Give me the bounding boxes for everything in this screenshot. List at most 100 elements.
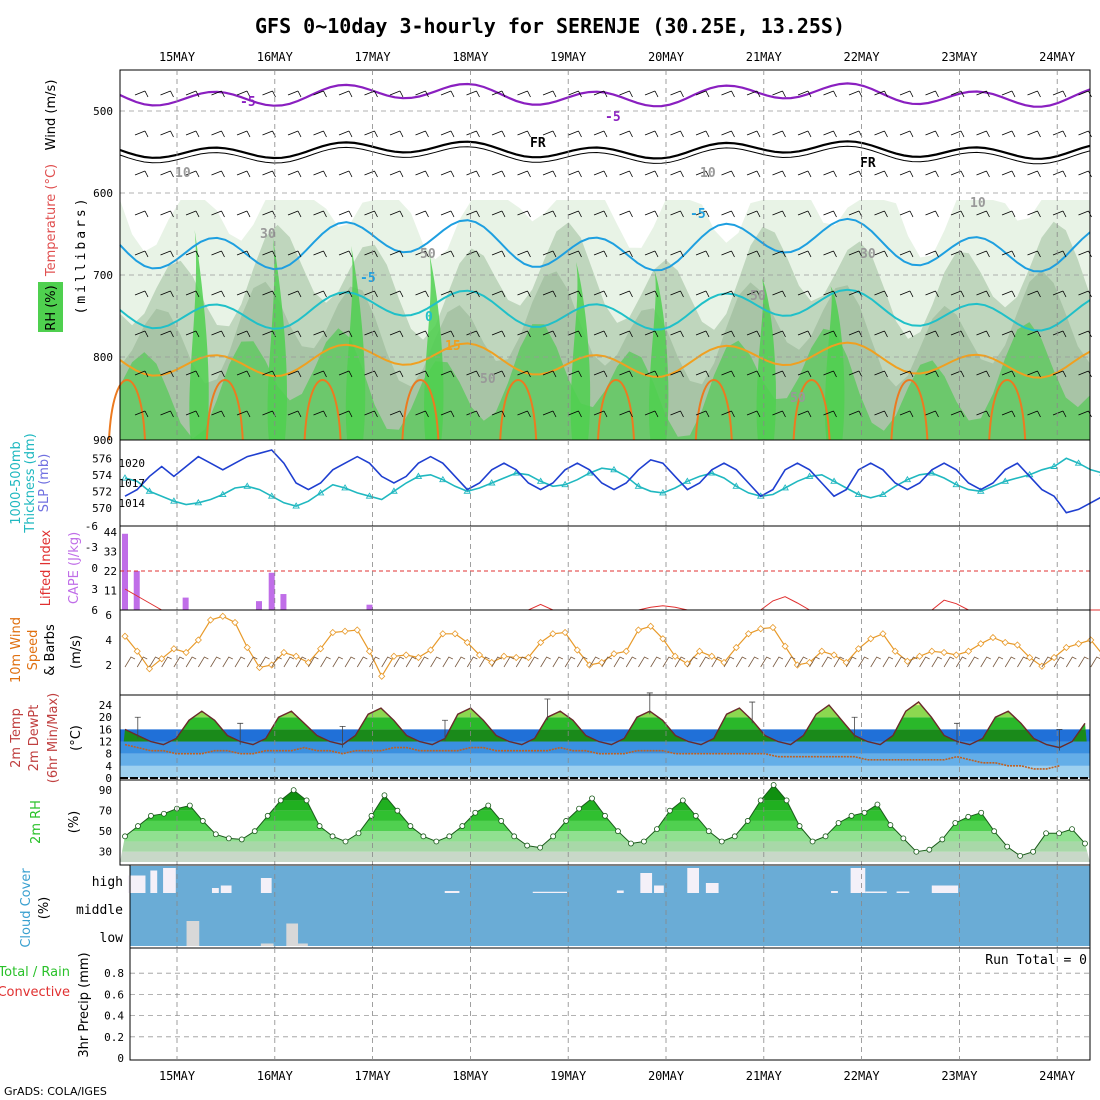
precip-conv-label: Convective — [0, 985, 70, 1000]
wind-barb — [899, 250, 914, 258]
wind-barb — [491, 130, 506, 138]
cloud-low-bar — [186, 921, 200, 946]
rh-marker — [135, 823, 141, 829]
wind-barb — [1052, 90, 1067, 98]
wind-barb-10m — [528, 656, 539, 668]
wind-barb — [823, 210, 837, 218]
wind-barb — [440, 90, 455, 98]
wind-barb — [338, 330, 353, 338]
date-label-top: 20MAY — [648, 50, 685, 64]
date-label-bottom: 18MAY — [452, 1069, 489, 1083]
wind-barb — [593, 330, 608, 338]
rh-marker — [913, 848, 920, 855]
pressure-tick: 900 — [93, 434, 113, 447]
temp-minmax-bar — [851, 716, 858, 739]
wind-barb — [1052, 330, 1067, 338]
wind-barb — [797, 210, 812, 218]
wind-barb — [772, 130, 786, 138]
wind-barb — [1001, 210, 1016, 218]
wind-barb-10m — [161, 656, 172, 668]
wind-tick: 4 — [105, 634, 112, 647]
rh-marker — [459, 823, 466, 829]
wind-barb-10m — [466, 656, 478, 668]
rh-marker — [1056, 830, 1062, 837]
wind-barb — [950, 410, 965, 418]
upper-air-panel: -5 -5 FR FR 10 10 10 -5 -5 0 15 30 30 50 50 50 50 500 600 7… — [38, 70, 1092, 447]
wind-barb — [593, 250, 608, 258]
wind-barb — [185, 130, 200, 138]
cloud-high-bar — [211, 888, 219, 893]
wind-barb-10m — [955, 656, 967, 668]
rh-marker — [705, 828, 712, 835]
rh-marker — [848, 812, 855, 819]
wind-barb — [287, 170, 302, 178]
contour-label: 50 — [480, 372, 496, 387]
wind-barb — [236, 130, 251, 138]
wind-barb-10m — [136, 656, 148, 668]
wind-barb — [746, 370, 761, 378]
wind-barb — [899, 370, 914, 378]
wind-barb — [644, 90, 659, 98]
rh-marker — [122, 833, 128, 840]
rh-band — [120, 841, 1090, 852]
wind-barb — [1027, 410, 1041, 418]
rh-plume — [345, 246, 366, 440]
wind-barb — [440, 250, 455, 258]
wind-speed-marker — [341, 627, 349, 635]
wind-barb — [695, 330, 710, 338]
precip-total-label: Total / Rain — [0, 965, 70, 980]
rh-plume — [189, 230, 209, 440]
wind-speed-marker — [1013, 641, 1021, 649]
wind-barb — [721, 210, 735, 218]
cloud-low-bar — [260, 943, 274, 946]
thickness-marker — [805, 472, 814, 479]
rh-marker — [783, 797, 790, 804]
rh-plume — [648, 270, 669, 440]
wind-barb — [593, 370, 608, 378]
wind-barb — [950, 210, 965, 218]
cape-bar — [280, 594, 287, 610]
dewpoint-line — [124, 743, 1060, 770]
wind-barb-10m — [735, 656, 747, 668]
rh-marker — [524, 842, 531, 849]
rh-marker — [666, 807, 673, 814]
wind-speed-marker — [353, 626, 361, 634]
wind-barb — [721, 90, 735, 98]
wind-barb — [466, 410, 480, 418]
thickness-marker — [267, 492, 276, 499]
contour-label: -5 — [690, 207, 706, 222]
rh-marker — [822, 833, 829, 840]
wind-barb — [899, 90, 914, 98]
rh-marker — [809, 838, 816, 845]
rh-marker — [991, 828, 998, 835]
wind-barb — [236, 90, 251, 98]
wind-barb — [262, 90, 276, 98]
rh-units-label: RH (%) — [44, 285, 59, 330]
wind-barb — [899, 210, 914, 218]
rh-marker — [952, 820, 959, 826]
wind-barb — [874, 130, 888, 138]
thickness-marker — [1050, 462, 1058, 469]
wind-barb — [695, 170, 710, 178]
lifted-tick: 3 — [91, 583, 98, 596]
temp-tick: 20 — [99, 711, 112, 724]
wind-barb — [542, 370, 557, 378]
rh-marker — [537, 844, 544, 851]
wind-barb — [466, 90, 480, 98]
wind-speed-marker — [488, 658, 496, 667]
wind-barb — [364, 210, 378, 218]
rh-marker — [757, 797, 764, 804]
wind-barb-10m — [748, 656, 759, 668]
wind-barb — [466, 250, 480, 258]
rh-marker — [926, 846, 933, 853]
temp-line — [124, 701, 1086, 749]
wind-barb-10m — [320, 656, 331, 668]
wind-barb — [338, 410, 353, 418]
wind-barb — [313, 370, 327, 378]
wind-barb — [313, 130, 327, 138]
contour-label: 10 — [175, 166, 191, 181]
wind-barb — [134, 410, 149, 418]
temp-minmax-bar — [339, 725, 346, 748]
pressure-tick: 600 — [93, 187, 113, 200]
wind-barb — [517, 410, 531, 418]
